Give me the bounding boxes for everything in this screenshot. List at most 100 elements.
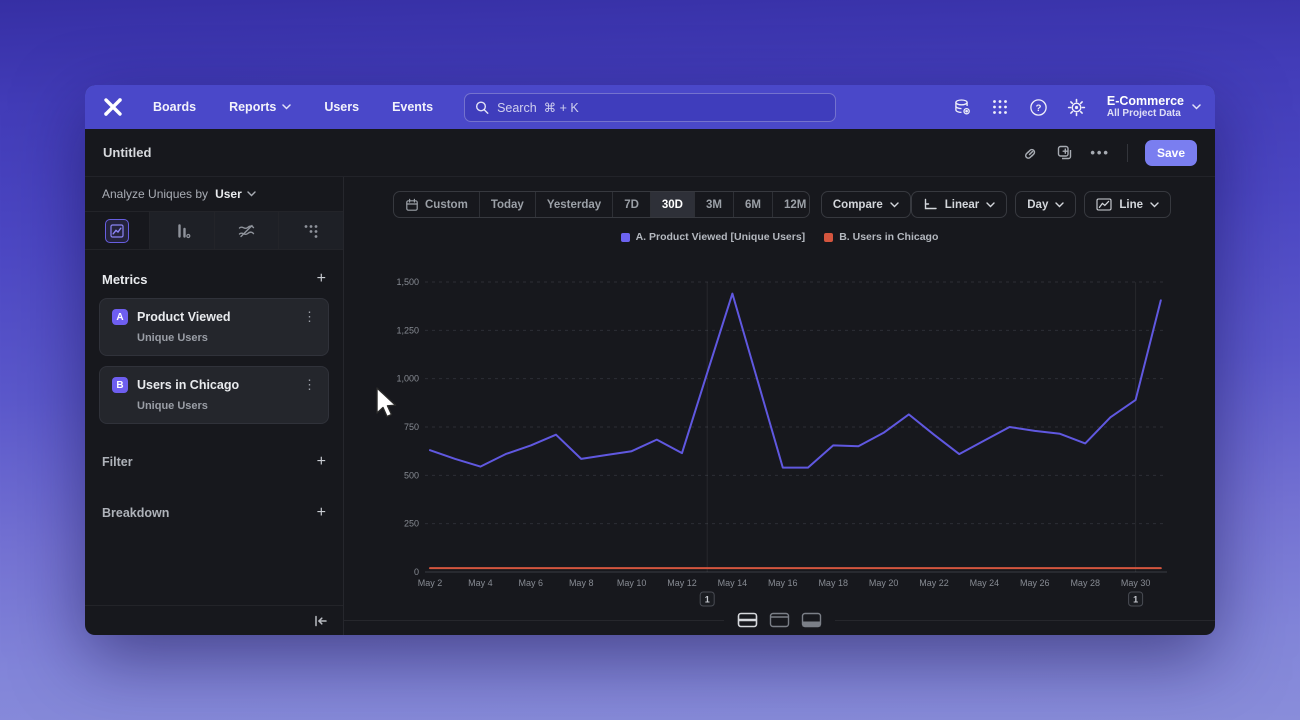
svg-text:May 20: May 20 xyxy=(869,578,899,588)
range-label: 30D xyxy=(661,198,683,211)
chevron-down-icon xyxy=(986,201,995,207)
svg-text:0: 0 xyxy=(414,567,419,577)
chart-legend: A. Product Viewed [Unique Users] B. User… xyxy=(344,231,1215,243)
nav-link-users[interactable]: Users xyxy=(324,100,359,114)
svg-text:May 22: May 22 xyxy=(919,578,949,588)
nav-link-label: Users xyxy=(324,100,360,114)
chevron-down-icon xyxy=(1192,104,1201,110)
layout-table-only-icon[interactable] xyxy=(801,612,822,628)
save-button[interactable]: Save xyxy=(1144,139,1197,166)
range-yesterday[interactable]: Yesterday xyxy=(536,192,614,217)
report-header: Untitled ••• xyxy=(85,129,1215,177)
interval-label: Day xyxy=(1027,198,1049,211)
analyze-row: Analyze Uniques by User xyxy=(85,177,343,212)
sidebar-footer xyxy=(85,605,343,635)
metrics-section-header: Metrics + xyxy=(85,271,343,287)
metrics-title: Metrics xyxy=(102,271,148,287)
project-text: E-Commerce All Project Data xyxy=(1107,94,1184,120)
interval-dropdown[interactable]: Day xyxy=(1015,191,1077,218)
metric-card-b[interactable]: B Users in Chicago ⋮ Unique Users xyxy=(99,366,329,424)
layout-chart-only-icon[interactable] xyxy=(769,612,790,628)
compare-button[interactable]: Compare xyxy=(820,191,911,218)
svg-text:May 14: May 14 xyxy=(718,578,748,588)
svg-text:1,500: 1,500 xyxy=(396,277,419,287)
metric-badge: B xyxy=(112,377,128,393)
filter-section-header: Filter + xyxy=(85,454,343,470)
analyze-value-dropdown[interactable]: User xyxy=(215,187,242,201)
more-options-icon[interactable]: ••• xyxy=(1090,145,1110,160)
nav-link-reports[interactable]: Reports xyxy=(229,100,292,114)
report-body: Analyze Uniques by User xyxy=(85,177,1215,635)
calendar-icon xyxy=(406,198,418,211)
search-bar[interactable] xyxy=(464,93,836,122)
mixpanel-logo[interactable] xyxy=(102,96,124,118)
chart-svg[interactable]: 0 250 500 750 1,000 1,250 1,500 May 2 May 4 May 6… xyxy=(344,177,1215,635)
metric-card-a[interactable]: A Product Viewed ⋮ Unique Users xyxy=(99,298,329,356)
layout-split-icon[interactable] xyxy=(737,612,758,628)
collapse-sidebar-icon[interactable] xyxy=(313,614,328,628)
svg-text:500: 500 xyxy=(404,470,419,480)
analyze-prefix: Analyze Uniques by xyxy=(102,187,209,201)
nav-link-events[interactable]: Events xyxy=(392,100,433,114)
chevron-down-icon xyxy=(282,104,292,110)
linear-scale-icon xyxy=(924,198,937,210)
kebab-menu-icon[interactable]: ⋮ xyxy=(303,377,316,392)
project-name: E-Commerce xyxy=(1106,94,1184,109)
range-custom[interactable]: Custom xyxy=(394,192,480,217)
report-title[interactable]: Untitled xyxy=(103,145,152,160)
svg-text:May 4: May 4 xyxy=(468,578,493,588)
apps-grid-icon[interactable] xyxy=(991,98,1010,117)
chevron-down-icon xyxy=(1055,201,1065,207)
viz-tab-line-selected[interactable] xyxy=(85,212,150,249)
range-12m[interactable]: 12M xyxy=(773,192,809,217)
nav-link-label: Reports xyxy=(229,100,277,114)
kebab-menu-icon[interactable]: ⋮ xyxy=(303,309,316,324)
range-label: 7D xyxy=(624,198,639,211)
range-today[interactable]: Today xyxy=(480,192,536,217)
metric-badge: A xyxy=(112,309,128,325)
nav-link-boards[interactable]: Boards xyxy=(153,100,196,114)
add-metric-button[interactable]: + xyxy=(316,270,326,287)
footer-divider xyxy=(344,619,724,621)
scatter-grid-icon xyxy=(304,224,318,238)
svg-text:1: 1 xyxy=(1133,595,1138,605)
range-6m[interactable]: 6M xyxy=(734,192,773,217)
legend-item-b[interactable]: B. Users in Chicago xyxy=(824,231,938,243)
chart-type-dropdown[interactable]: Line xyxy=(1084,191,1171,218)
compare-label: Compare xyxy=(832,198,883,211)
duplicate-icon[interactable] xyxy=(1056,144,1073,161)
data-management-icon[interactable] xyxy=(953,98,972,117)
metric-name: Product Viewed xyxy=(137,310,231,324)
range-7d[interactable]: 7D xyxy=(613,192,651,217)
chevron-down-icon xyxy=(247,191,256,197)
legend-item-a[interactable]: A. Product Viewed [Unique Users] xyxy=(620,231,806,243)
help-icon[interactable]: ? xyxy=(1029,98,1048,117)
add-breakdown-button[interactable]: + xyxy=(316,504,326,521)
viz-tab-flow[interactable] xyxy=(214,212,280,249)
chart-panel: 0 250 500 750 1,000 1,250 1,500 May 2 May 4 May 6… xyxy=(344,177,1215,635)
metric-subtitle[interactable]: Unique Users xyxy=(137,332,208,344)
project-subtitle: All Project Data xyxy=(1106,108,1181,120)
chart-type-label: Line xyxy=(1119,198,1143,211)
svg-text:1,000: 1,000 xyxy=(396,374,419,384)
nav-links: Boards Reports Users Events xyxy=(153,100,433,114)
scale-dropdown[interactable]: Linear xyxy=(910,191,1008,218)
range-3m[interactable]: 3M xyxy=(695,192,734,217)
nav-right-group: ? xyxy=(953,94,1201,120)
range-label: Today xyxy=(490,198,524,211)
svg-text:750: 750 xyxy=(404,422,419,432)
legend-label: A. Product Viewed [Unique Users] xyxy=(635,231,806,243)
add-filter-button[interactable]: + xyxy=(316,453,326,470)
svg-text:250: 250 xyxy=(404,519,419,529)
range-30d-selected[interactable]: 30D xyxy=(650,192,695,217)
link-icon[interactable] xyxy=(1022,144,1039,161)
viz-tab-metrics[interactable] xyxy=(279,212,343,249)
svg-text:1,250: 1,250 xyxy=(396,325,419,335)
search-input[interactable] xyxy=(497,100,825,115)
metric-subtitle[interactable]: Unique Users xyxy=(137,400,208,412)
range-label: 3M xyxy=(706,198,722,211)
viz-tab-bar[interactable] xyxy=(149,212,215,249)
project-selector[interactable]: E-Commerce All Project Data xyxy=(1107,94,1201,120)
gear-icon[interactable] xyxy=(1067,98,1086,117)
